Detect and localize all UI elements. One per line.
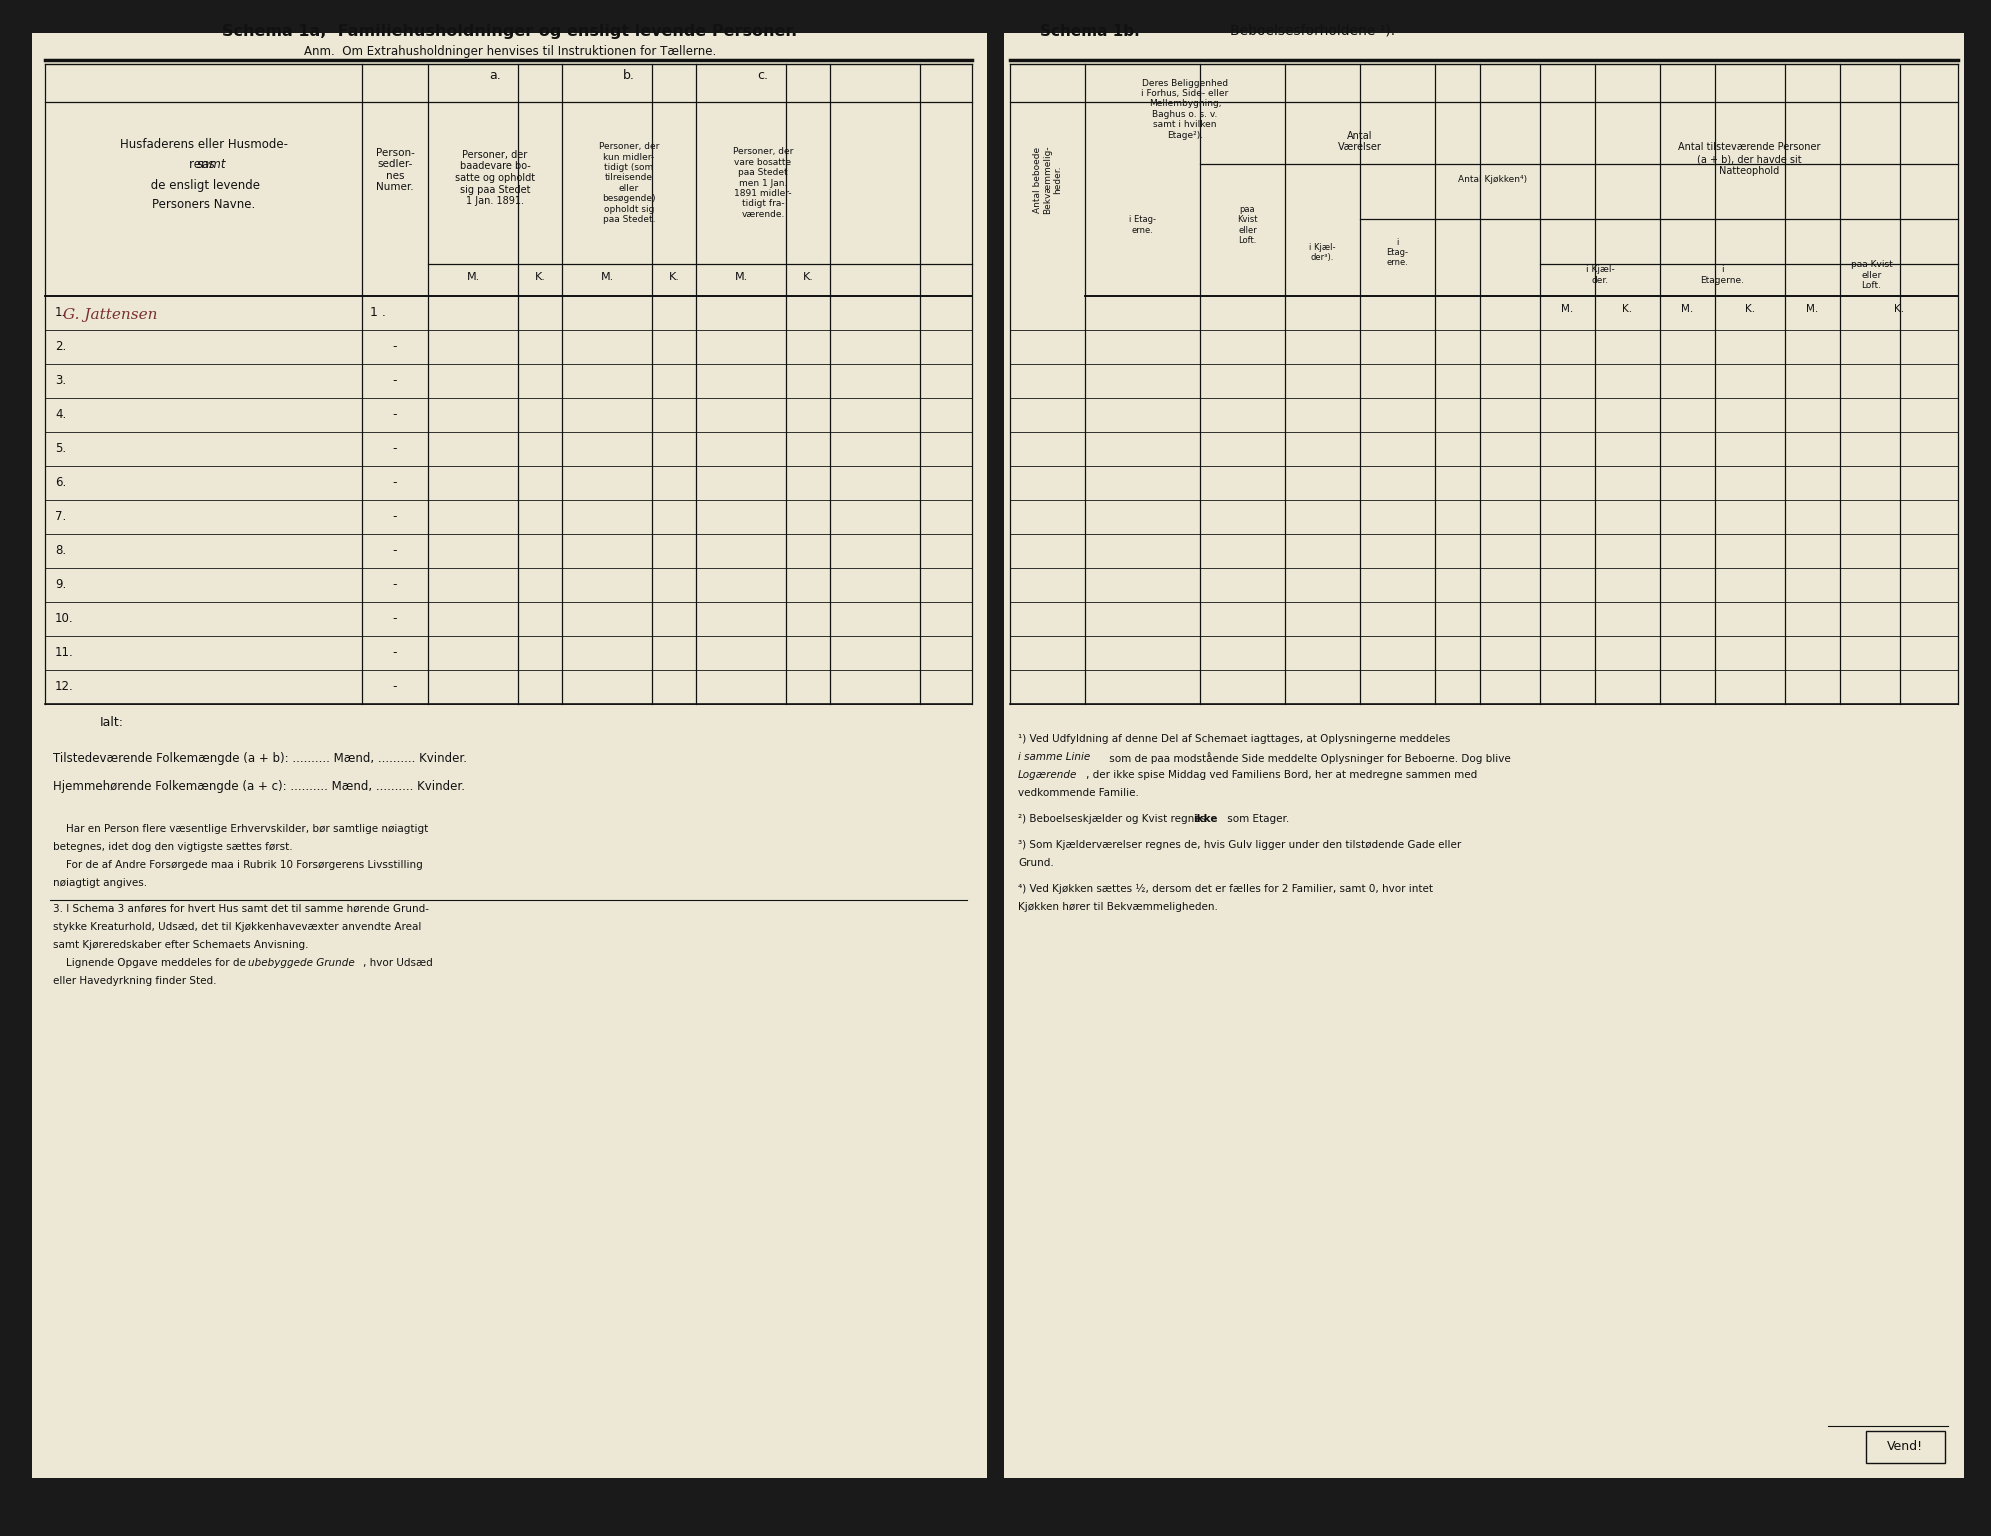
Text: -: - (392, 647, 398, 659)
Text: M.: M. (1680, 304, 1694, 313)
Text: -: - (392, 680, 398, 693)
Text: M.: M. (735, 272, 749, 283)
Text: 2.: 2. (56, 341, 66, 353)
Text: vedkommende Familie.: vedkommende Familie. (1017, 788, 1139, 799)
Text: K.: K. (1893, 304, 1903, 313)
Text: stykke Kreaturhold, Udsæd, det til Kjøkkenhavevæxter anvendte Areal: stykke Kreaturhold, Udsæd, det til Kjøkk… (54, 922, 422, 932)
Text: paa Kvist
eller
Loft.: paa Kvist eller Loft. (1850, 260, 1891, 290)
Text: eller Havedyrkning finder Sted.: eller Havedyrkning finder Sted. (54, 975, 217, 986)
Text: 11.: 11. (56, 647, 74, 659)
Text: Kjøkken hører til Bekvæmmeligheden.: Kjøkken hører til Bekvæmmeligheden. (1017, 902, 1218, 912)
Text: b.: b. (623, 69, 635, 81)
Text: M.: M. (601, 272, 613, 283)
Text: -: - (392, 375, 398, 387)
Text: ikke: ikke (1193, 814, 1218, 823)
Text: Antal
Værelser: Antal Værelser (1338, 131, 1382, 152)
Bar (32, 32, 988, 1478)
Text: G. Jattensen: G. Jattensen (64, 309, 157, 323)
Text: -: - (392, 442, 398, 456)
Text: K.: K. (1623, 304, 1633, 313)
Text: 4.: 4. (56, 409, 66, 421)
Text: Antal tilsteværende Personer
(a + b), der havde sit
Natteophold: Antal tilsteværende Personer (a + b), de… (1678, 143, 1820, 175)
Text: Personer, der
baadevare bo-
satte og opholdt
sig paa Stedet
1 Jan. 1891.: Personer, der baadevare bo- satte og oph… (454, 151, 536, 206)
Text: rens: rens (189, 158, 219, 172)
Text: 3.: 3. (56, 375, 66, 387)
Text: Husfaderens eller Husmode-: Husfaderens eller Husmode- (119, 138, 287, 152)
Text: Lignende Opgave meddeles for de: Lignende Opgave meddeles for de (54, 958, 249, 968)
Text: -: - (392, 409, 398, 421)
Text: Grund.: Grund. (1017, 859, 1053, 868)
Text: 7.: 7. (56, 510, 66, 524)
Text: Antal beboede
Bekvæmmelig-
heder.: Antal beboede Bekvæmmelig- heder. (1033, 146, 1063, 215)
Text: som de paa modstående Side meddelte Oplysninger for Beboerne. Dog blive: som de paa modstående Side meddelte Oply… (1105, 753, 1511, 763)
Text: samt Kjøreredskaber efter Schemaets Anvisning.: samt Kjøreredskaber efter Schemaets Anvi… (54, 940, 309, 949)
Text: -: - (392, 579, 398, 591)
Text: K.: K. (534, 272, 546, 283)
Text: nøiagtigt angives.: nøiagtigt angives. (54, 879, 147, 888)
Text: K.: K. (1744, 304, 1754, 313)
Text: 12.: 12. (56, 680, 74, 693)
Text: Anm.  Om Extrahusholdninger henvises til Instruktionen for Tællerne.: Anm. Om Extrahusholdninger henvises til … (305, 45, 717, 58)
Text: Har en Person flere væsentlige Erhvervskilder, bør samtlige nøiagtigt: Har en Person flere væsentlige Erhvervsk… (54, 823, 428, 834)
Text: i
Etagerne.: i Etagerne. (1700, 266, 1744, 284)
Text: de ensligt levende: de ensligt levende (147, 178, 261, 192)
Text: Beboelsesforholdene ¹).: Beboelsesforholdene ¹). (1230, 25, 1396, 38)
Text: i samme Linie: i samme Linie (1017, 753, 1091, 762)
Text: 8.: 8. (56, 544, 66, 558)
Text: Vend!: Vend! (1887, 1441, 1923, 1453)
Text: som Etager.: som Etager. (1224, 814, 1290, 823)
Text: 1 .: 1 . (370, 307, 386, 319)
Text: For de af Andre Forsørgede maa i Rubrik 10 Forsørgerens Livsstilling: For de af Andre Forsørgede maa i Rubrik … (54, 860, 422, 869)
Text: M.: M. (1561, 304, 1573, 313)
Text: ubebyggede Grunde: ubebyggede Grunde (249, 958, 354, 968)
Text: 5.: 5. (56, 442, 66, 456)
Text: a.: a. (490, 69, 502, 81)
Text: 10.: 10. (56, 613, 74, 625)
Text: -: - (392, 544, 398, 558)
Text: Tilstedeværende Folkemængde (a + b): .......... Mænd, .......... Kvinder.: Tilstedeværende Folkemængde (a + b): ...… (54, 753, 468, 765)
Text: Personer, der
vare bosatte
paa Stedet
men 1 Jan.
1891 midler-
tidigt fra-
værend: Personer, der vare bosatte paa Stedet me… (733, 147, 792, 218)
Text: c.: c. (757, 69, 769, 81)
Text: 1.: 1. (56, 307, 66, 319)
Text: Personers Navne.: Personers Navne. (151, 198, 255, 212)
Text: Schema 1b.: Schema 1b. (1039, 25, 1139, 38)
Text: ¹) Ved Udfyldning af denne Del af Schemaet iagttages, at Oplysningerne meddeles: ¹) Ved Udfyldning af denne Del af Schema… (1017, 734, 1449, 743)
Text: Personer, der
kun midler-
tidigt (som
tilreisende
eller
besøgende)
opholdt sig
p: Personer, der kun midler- tidigt (som ti… (599, 143, 659, 224)
Text: i
Etag-
erne.: i Etag- erne. (1386, 238, 1408, 267)
Text: -: - (392, 613, 398, 625)
Text: samt: samt (197, 158, 227, 172)
Text: Ialt:: Ialt: (100, 716, 123, 730)
Text: M.: M. (466, 272, 480, 283)
Text: Logærende: Logærende (1017, 770, 1077, 780)
Text: K.: K. (802, 272, 814, 283)
Text: ³) Som Kjælderværelser regnes de, hvis Gulv ligger under den tilstødende Gade el: ³) Som Kjælderværelser regnes de, hvis G… (1017, 840, 1461, 849)
Text: M.: M. (1806, 304, 1818, 313)
Text: , hvor Udsæd: , hvor Udsæd (362, 958, 432, 968)
Text: 3. I Schema 3 anføres for hvert Hus samt det til samme hørende Grund-: 3. I Schema 3 anføres for hvert Hus samt… (54, 905, 428, 914)
Text: -: - (392, 476, 398, 490)
Text: Hjemmehørende Folkemængde (a + c): .......... Mænd, .......... Kvinder.: Hjemmehørende Folkemængde (a + c): .....… (54, 780, 466, 793)
Text: i Etag-
erne.: i Etag- erne. (1129, 215, 1157, 235)
Text: Person-
sedler-
nes
Numer.: Person- sedler- nes Numer. (376, 147, 414, 192)
Text: ⁴) Ved Kjøkken sættes ½, dersom det er fælles for 2 Familier, samt 0, hvor intet: ⁴) Ved Kjøkken sættes ½, dersom det er f… (1017, 885, 1434, 894)
Text: K.: K. (669, 272, 679, 283)
Text: paa
Kvist
eller
Loft.: paa Kvist eller Loft. (1236, 204, 1258, 246)
Text: i Kjæl-
der³).: i Kjæl- der³). (1310, 243, 1336, 263)
Text: , der ikke spise Middag ved Familiens Bord, her at medregne sammen med: , der ikke spise Middag ved Familiens Bo… (1085, 770, 1477, 780)
Text: i Kjæl-
der.: i Kjæl- der. (1585, 266, 1615, 284)
Text: Antal Kjøkken⁴): Antal Kjøkken⁴) (1457, 175, 1527, 184)
Text: ²) Beboelseskjælder og Kvist regnes: ²) Beboelseskjælder og Kvist regnes (1017, 814, 1209, 823)
Text: 6.: 6. (56, 476, 66, 490)
Text: Schema 1a,  Familiehusholdninger og ensligt levende Personer.: Schema 1a, Familiehusholdninger og ensli… (223, 25, 798, 38)
Bar (1003, 32, 1963, 1478)
Text: -: - (392, 341, 398, 353)
Text: betegnes, idet dog den vigtigste sættes først.: betegnes, idet dog den vigtigste sættes … (54, 842, 293, 852)
Text: Deres Beliggenhed
i Forhus, Side- eller
Mellembygning,
Baghus o. s. v.
samt i hv: Deres Beliggenhed i Forhus, Side- eller … (1141, 78, 1228, 140)
Text: 9.: 9. (56, 579, 66, 591)
Text: -: - (392, 510, 398, 524)
